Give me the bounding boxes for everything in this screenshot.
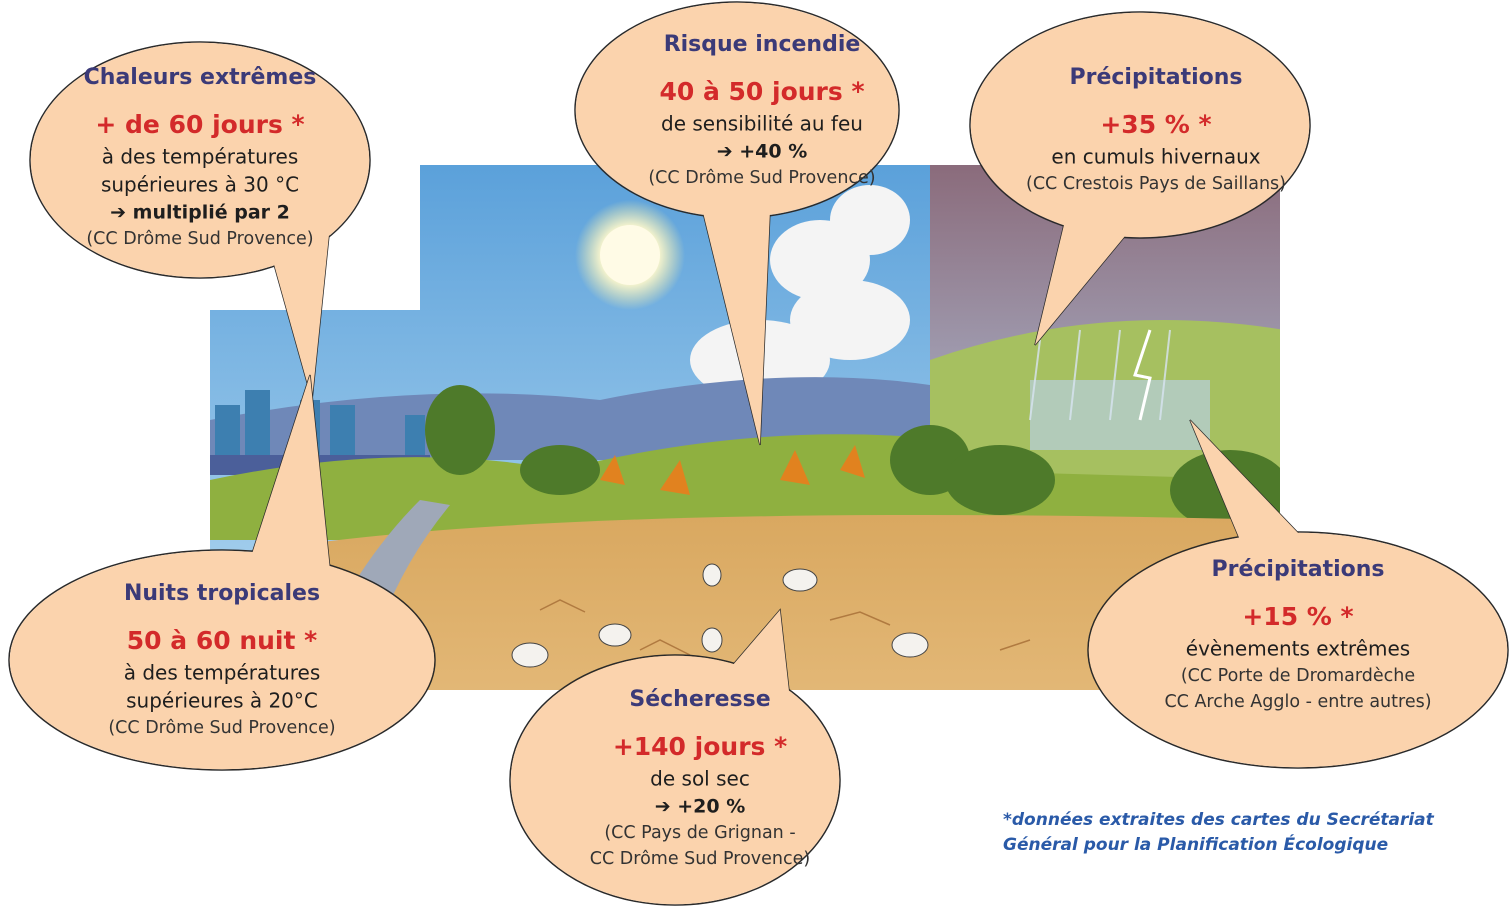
- bubble-tail-fill: [700, 200, 770, 445]
- bubble-source: (CC Pays de Grignan -: [604, 823, 795, 843]
- speech-bubble: Risque incendie 40 à 50 jours * de sensibi…: [574, 1, 900, 446]
- bubble-outline: [29, 41, 371, 279]
- bubble-text: évènements extrêmes: [1186, 637, 1410, 661]
- bubble-source: CC Arche Agglo - entre autres): [1164, 692, 1431, 712]
- bubble-outline: [8, 549, 436, 771]
- speech-bubble: Nuits tropicales 50 à 60 nuit * à des temp…: [8, 374, 436, 771]
- speech-bubble: Précipitations +15 % * évènements extrêmes…: [1087, 419, 1509, 769]
- footnote: Général pour la Planification Écologique: [1003, 833, 1388, 855]
- bubble-tail-fill: [720, 610, 790, 700]
- bubble-change: ➔ +20 %: [655, 796, 746, 818]
- bubble-highlight: 40 à 50 jours *: [659, 77, 864, 106]
- bubble-highlight: +15 % *: [1242, 602, 1353, 631]
- bubble-highlight: +140 jours *: [613, 732, 787, 761]
- bubble-source: (CC Porte de Dromardèche: [1181, 666, 1415, 686]
- speech-bubble: Précipitations +35 % * en cumuls hivernaux…: [969, 11, 1311, 346]
- bubble-text: de sensibilité au feu: [661, 112, 863, 136]
- bubble-source: (CC Drôme Sud Provence): [108, 718, 335, 738]
- bubble-source: (CC Drôme Sud Provence): [86, 229, 313, 249]
- bubble-outline: [509, 654, 841, 906]
- bubble-tail-fill: [270, 225, 330, 400]
- bubble-text: de sol sec: [650, 767, 750, 791]
- bubble-outline: [969, 11, 1311, 239]
- bubble-tail-fill: [250, 375, 330, 570]
- bubble-tail-fill: [1035, 200, 1130, 345]
- bubble-title: Chaleurs extrêmes: [84, 65, 317, 90]
- bubble-change: ➔ multiplié par 2: [110, 202, 290, 224]
- bubble-fill: [30, 42, 370, 278]
- bubble-fill: [970, 12, 1310, 238]
- bubble-outline: [1087, 531, 1509, 769]
- bubble-highlight: + de 60 jours *: [95, 110, 304, 139]
- bubble-highlight: 50 à 60 nuit *: [127, 626, 317, 655]
- bubble-fill: [510, 655, 840, 905]
- speech-bubble: Chaleurs extrêmes + de 60 jours * à des te…: [29, 41, 371, 401]
- bubble-source: CC Drôme Sud Provence): [590, 849, 810, 869]
- bubble-title: Nuits tropicales: [124, 581, 320, 606]
- bubble-source: (CC Crestois Pays de Saillans): [1026, 174, 1286, 194]
- speech-bubble: Sécheresse +140 jours * de sol sec ➔ +20 % (…: [509, 608, 841, 906]
- bubble-source: (CC Drôme Sud Provence): [648, 168, 875, 188]
- bubble-fill: [575, 2, 899, 218]
- bubbles: Chaleurs extrêmes + de 60 jours * à des te…: [8, 1, 1509, 906]
- bubble-text: à des températures: [124, 661, 321, 685]
- bubble-title: Précipitations: [1211, 557, 1384, 582]
- bubble-highlight: +35 % *: [1100, 110, 1211, 139]
- bubble-change: ➔ +40 %: [717, 141, 808, 163]
- bubble-fill: [9, 550, 435, 770]
- bubble-text: supérieures à 20°C: [126, 689, 318, 713]
- footnote: *données extraites des cartes du Secréta…: [1003, 810, 1435, 830]
- bubble-title: Risque incendie: [664, 32, 861, 57]
- bubble-text: à des températures: [102, 145, 299, 169]
- bubble-title: Sécheresse: [629, 687, 770, 712]
- bubble-tail-fill: [1190, 420, 1300, 540]
- bubble-text: supérieures à 30 °C: [101, 173, 299, 197]
- bubble-text: en cumuls hivernaux: [1051, 145, 1260, 169]
- bubble-fill: [1088, 532, 1508, 768]
- bubble-title: Précipitations: [1069, 65, 1242, 90]
